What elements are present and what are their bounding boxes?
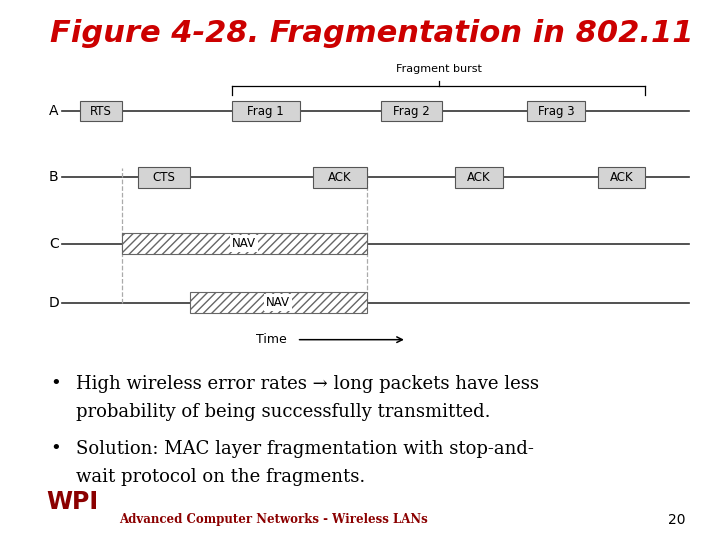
Bar [455, 167, 503, 188]
Text: Advanced Computer Networks - Wireless LANs: Advanced Computer Networks - Wireless LA… [120, 514, 428, 526]
Text: RTS: RTS [90, 105, 112, 118]
Text: NAV: NAV [266, 296, 290, 309]
Bar [138, 167, 189, 188]
Text: 20: 20 [668, 512, 685, 526]
Text: CTS: CTS [153, 171, 175, 184]
Text: Solution: MAC layer fragmentation with stop-and-: Solution: MAC layer fragmentation with s… [76, 440, 534, 458]
Text: ACK: ACK [467, 171, 491, 184]
Bar [122, 233, 366, 254]
Text: Figure 4-28. Fragmentation in 802.11: Figure 4-28. Fragmentation in 802.11 [50, 19, 694, 48]
Text: wait protocol on the fragments.: wait protocol on the fragments. [76, 468, 365, 486]
Text: ACK: ACK [328, 171, 351, 184]
Bar [313, 167, 366, 188]
Text: Frag 1: Frag 1 [248, 105, 284, 118]
Bar [598, 167, 645, 188]
Bar [526, 100, 585, 122]
Text: ACK: ACK [610, 171, 634, 184]
Text: probability of being successfully transmitted.: probability of being successfully transm… [76, 403, 490, 421]
Bar [232, 100, 300, 122]
Text: •: • [50, 440, 61, 458]
Text: C: C [49, 237, 58, 251]
Text: Frag 3: Frag 3 [538, 105, 574, 118]
Text: Fragment burst: Fragment burst [395, 64, 482, 74]
Text: •: • [50, 375, 61, 393]
Text: WPI: WPI [46, 490, 98, 514]
Text: High wireless error rates → long packets have less: High wireless error rates → long packets… [76, 375, 539, 393]
Text: B: B [49, 171, 58, 184]
Bar [79, 100, 122, 122]
Bar [381, 100, 442, 122]
Text: A: A [49, 104, 58, 118]
Text: Frag 2: Frag 2 [393, 105, 430, 118]
Text: NAV: NAV [232, 237, 256, 251]
Text: Time: Time [256, 333, 287, 346]
Text: D: D [48, 296, 59, 310]
Bar [190, 293, 366, 313]
